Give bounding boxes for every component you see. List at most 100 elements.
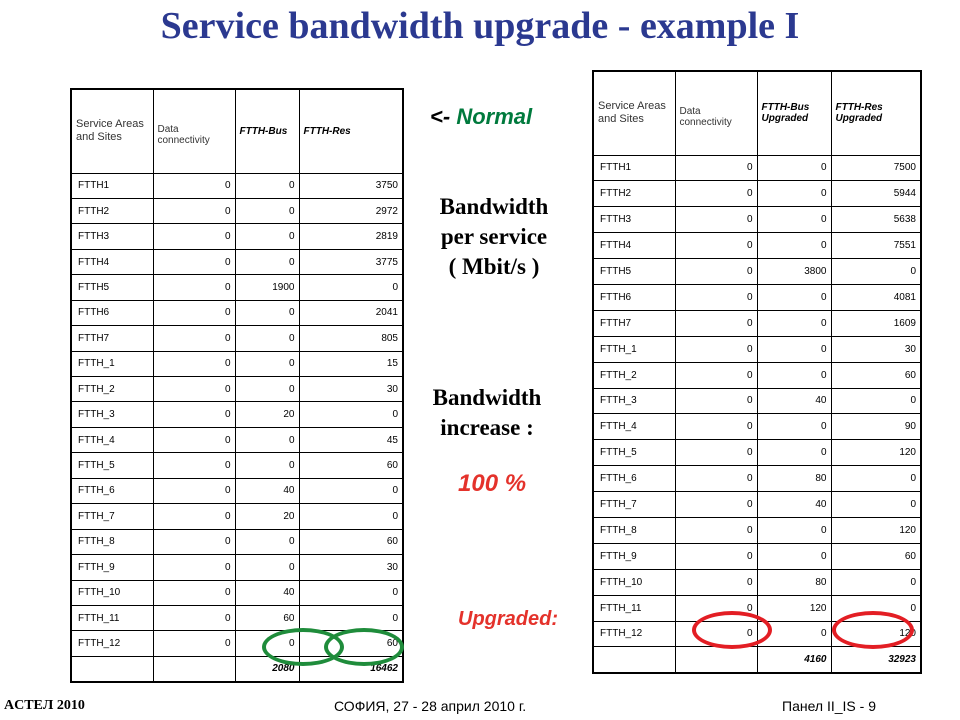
bandwidth-cell: 0 bbox=[234, 197, 300, 225]
site-name-cell: FTTH_4 bbox=[70, 426, 154, 454]
table-row: FTTH_12 0 0 120 bbox=[592, 620, 922, 648]
bandwidth-cell: 0 bbox=[674, 491, 758, 518]
totals-row: 4160 32923 bbox=[592, 646, 922, 674]
table-row: FTTH4 0 0 7551 bbox=[592, 232, 922, 260]
bandwidth-cell: 0 bbox=[298, 503, 404, 530]
site-name-cell: FTTH_12 bbox=[70, 630, 154, 657]
site-name-cell: FTTH_2 bbox=[70, 375, 154, 403]
bandwidth-cell: 20 bbox=[234, 401, 300, 428]
site-name-cell: FTTH_8 bbox=[70, 528, 154, 556]
site-name-cell: FTTH3 bbox=[70, 223, 154, 250]
bandwidth-cell: 0 bbox=[674, 361, 758, 389]
bandwidth-cell: 0 bbox=[830, 491, 922, 518]
per-service-line: per service bbox=[440, 224, 548, 249]
site-name-cell: FTTH_11 bbox=[70, 604, 154, 632]
bandwidth-cell: 0 bbox=[152, 274, 236, 301]
bandwidth-line: Bandwidth bbox=[432, 385, 542, 410]
table-row: FTTH1 0 0 3750 bbox=[70, 172, 404, 199]
bandwidth-cell: 0 bbox=[298, 579, 404, 606]
table-row: FTTH_12 0 0 60 bbox=[70, 630, 404, 657]
bandwidth-cell: 0 bbox=[756, 620, 832, 648]
site-name-cell: FTTH_9 bbox=[592, 542, 676, 570]
site-name-cell: FTTH5 bbox=[70, 274, 154, 301]
bandwidth-cell: 0 bbox=[298, 477, 404, 505]
bandwidth-cell: 0 bbox=[152, 426, 236, 454]
increase-percent: 100 % bbox=[458, 470, 527, 497]
bandwidth-cell: 0 bbox=[674, 387, 758, 415]
table-row: FTTH3 0 0 5638 bbox=[592, 206, 922, 234]
bandwidth-cell: 5638 bbox=[830, 206, 922, 234]
bandwidth-cell: 0 bbox=[152, 248, 236, 276]
bandwidth-cell: 0 bbox=[152, 350, 236, 378]
bandwidth-cell: 45 bbox=[298, 426, 404, 454]
bandwidth-cell: 805 bbox=[298, 325, 404, 352]
bandwidth-cell: 0 bbox=[756, 516, 832, 544]
bandwidth-cell: 120 bbox=[830, 620, 922, 648]
total-cell: 32923 bbox=[830, 646, 922, 674]
bandwidth-cell: 0 bbox=[298, 274, 404, 301]
table-row: FTTH_7 0 20 0 bbox=[70, 503, 404, 530]
bandwidth-cell: 0 bbox=[830, 387, 922, 415]
bandwidth-cell: 0 bbox=[674, 620, 758, 648]
table-row: FTTH6 0 0 2041 bbox=[70, 299, 404, 327]
site-name-cell: FTTH5 bbox=[592, 258, 676, 285]
bandwidth-cell: 0 bbox=[152, 172, 236, 199]
table-row: FTTH_4 0 0 90 bbox=[592, 413, 922, 441]
site-name-cell: FTTH1 bbox=[70, 172, 154, 199]
bandwidth-cell: 0 bbox=[234, 299, 300, 327]
table-row: FTTH_4 0 0 45 bbox=[70, 426, 404, 454]
site-name-cell: FTTH_1 bbox=[592, 335, 676, 363]
bandwidth-cell: 0 bbox=[152, 503, 236, 530]
bandwidth-cell: 0 bbox=[674, 439, 758, 467]
bandwidth-cell: 0 bbox=[298, 604, 404, 632]
bandwidth-cell: 0 bbox=[674, 154, 758, 182]
table-row: FTTH_6 0 80 0 bbox=[592, 465, 922, 493]
site-name-cell: FTTH7 bbox=[592, 309, 676, 337]
site-name-cell: FTTH_11 bbox=[592, 594, 676, 622]
bandwidth-cell: 0 bbox=[756, 309, 832, 337]
bandwidth-cell: 0 bbox=[234, 426, 300, 454]
site-name-cell: FTTH2 bbox=[592, 180, 676, 208]
table-row: FTTH4 0 0 3775 bbox=[70, 248, 404, 276]
bandwidth-cell: 60 bbox=[830, 361, 922, 389]
bandwidth-cell: 0 bbox=[234, 630, 300, 657]
site-name-cell: FTTH_5 bbox=[592, 439, 676, 467]
bandwidth-cell: 0 bbox=[152, 325, 236, 352]
bandwidth-cell: 0 bbox=[152, 477, 236, 505]
total-cell: 2080 bbox=[234, 655, 300, 683]
bandwidth-cell: 0 bbox=[756, 413, 832, 441]
bandwidth-cell: 7500 bbox=[830, 154, 922, 182]
bandwidth-cell: 0 bbox=[756, 542, 832, 570]
bandwidth-cell: 0 bbox=[152, 197, 236, 225]
table-row: FTTH2 0 0 2972 bbox=[70, 197, 404, 225]
table-row: FTTH_10 0 80 0 bbox=[592, 568, 922, 596]
bandwidth-cell: 0 bbox=[152, 554, 236, 581]
table-header-row: Service Areas and Sites Data connectivity… bbox=[70, 88, 404, 174]
bandwidth-cell: 0 bbox=[234, 325, 300, 352]
bandwidth-cell: 40 bbox=[234, 579, 300, 606]
total-cell bbox=[70, 655, 154, 683]
bandwidth-cell: 2972 bbox=[298, 197, 404, 225]
bandwidth-cell: 2819 bbox=[298, 223, 404, 250]
footer-panel-page: Панел II_IS - 9 bbox=[782, 698, 876, 714]
table-row: FTTH2 0 0 5944 bbox=[592, 180, 922, 208]
table-row: FTTH7 0 0 805 bbox=[70, 325, 404, 352]
bandwidth-cell: 15 bbox=[298, 350, 404, 378]
bandwidth-cell: 0 bbox=[756, 206, 832, 234]
bandwidth-cell: 0 bbox=[234, 528, 300, 556]
bandwidth-cell: 0 bbox=[830, 594, 922, 622]
table-row: FTTH5 0 1900 0 bbox=[70, 274, 404, 301]
bandwidth-cell: 0 bbox=[830, 258, 922, 285]
table-row: FTTH3 0 0 2819 bbox=[70, 223, 404, 250]
column-header: Service Areas and Sites bbox=[70, 88, 154, 174]
site-name-cell: FTTH7 bbox=[70, 325, 154, 352]
bandwidth-cell: 60 bbox=[234, 604, 300, 632]
bandwidth-cell: 60 bbox=[298, 452, 404, 479]
total-cell: 4160 bbox=[756, 646, 832, 674]
bandwidth-cell: 0 bbox=[674, 232, 758, 260]
bandwidth-cell: 0 bbox=[674, 309, 758, 337]
table-row: FTTH7 0 0 1609 bbox=[592, 309, 922, 337]
bandwidth-cell: 0 bbox=[152, 223, 236, 250]
site-name-cell: FTTH_9 bbox=[70, 554, 154, 581]
bandwidth-cell: 0 bbox=[830, 465, 922, 493]
